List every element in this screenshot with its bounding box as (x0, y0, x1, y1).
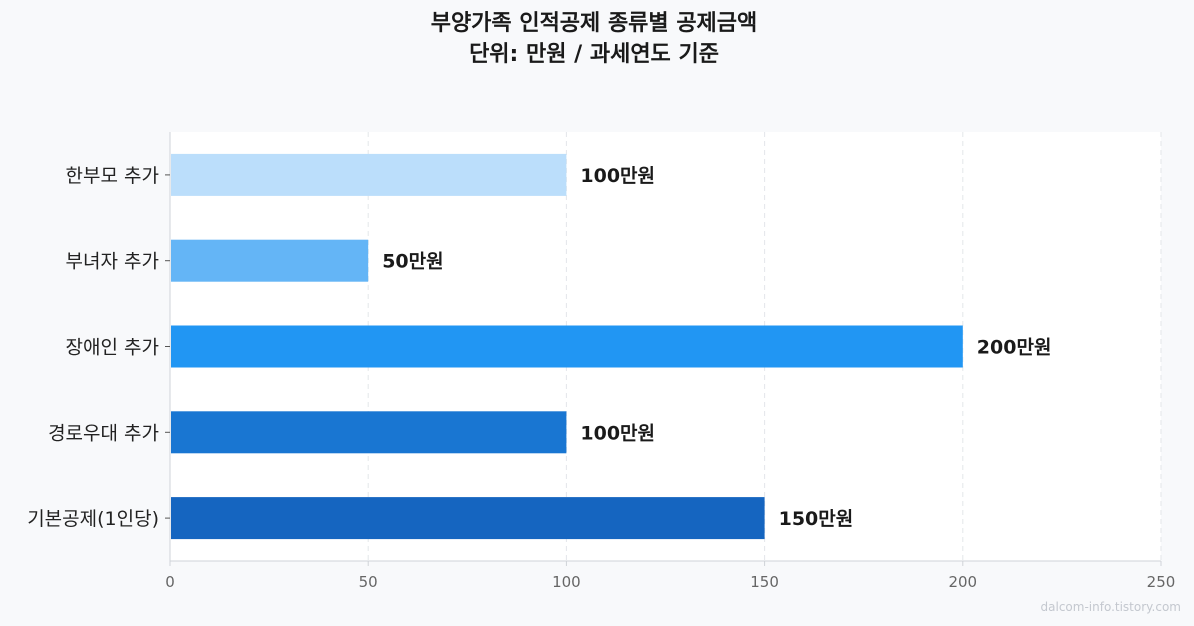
chart-title: 부양가족 인적공제 종류별 공제금액 (431, 11, 758, 36)
axes (165, 132, 1162, 566)
category-label: 기본공제(1인당) (27, 508, 159, 530)
x-tick-label: 0 (165, 573, 175, 591)
x-tick-label: 100 (552, 573, 581, 591)
data-label: 50만원 (382, 251, 443, 273)
bar (171, 325, 963, 368)
bar (171, 153, 567, 196)
category-label: 경로우대 추가 (48, 422, 159, 444)
x-tick-label: 150 (750, 573, 779, 591)
data-label: 100만원 (580, 422, 655, 444)
bar (171, 239, 369, 282)
watermark-text: dalcom-info.tistory.com (1041, 600, 1181, 614)
category-label: 장애인 추가 (66, 337, 159, 359)
x-tick-label: 250 (1147, 573, 1176, 591)
bar (171, 411, 567, 454)
data-label: 150만원 (779, 508, 854, 530)
category-label: 한부모 추가 (66, 165, 159, 187)
bar (171, 497, 765, 540)
category-label: 부녀자 추가 (66, 251, 159, 273)
chart-subtitle: 단위: 만원 / 과세연도 기준 (469, 42, 719, 67)
x-tick-label: 50 (359, 573, 378, 591)
data-label: 200만원 (977, 337, 1052, 359)
x-tick-label: 200 (948, 573, 977, 591)
bars (171, 153, 963, 540)
data-label: 100만원 (580, 165, 655, 187)
